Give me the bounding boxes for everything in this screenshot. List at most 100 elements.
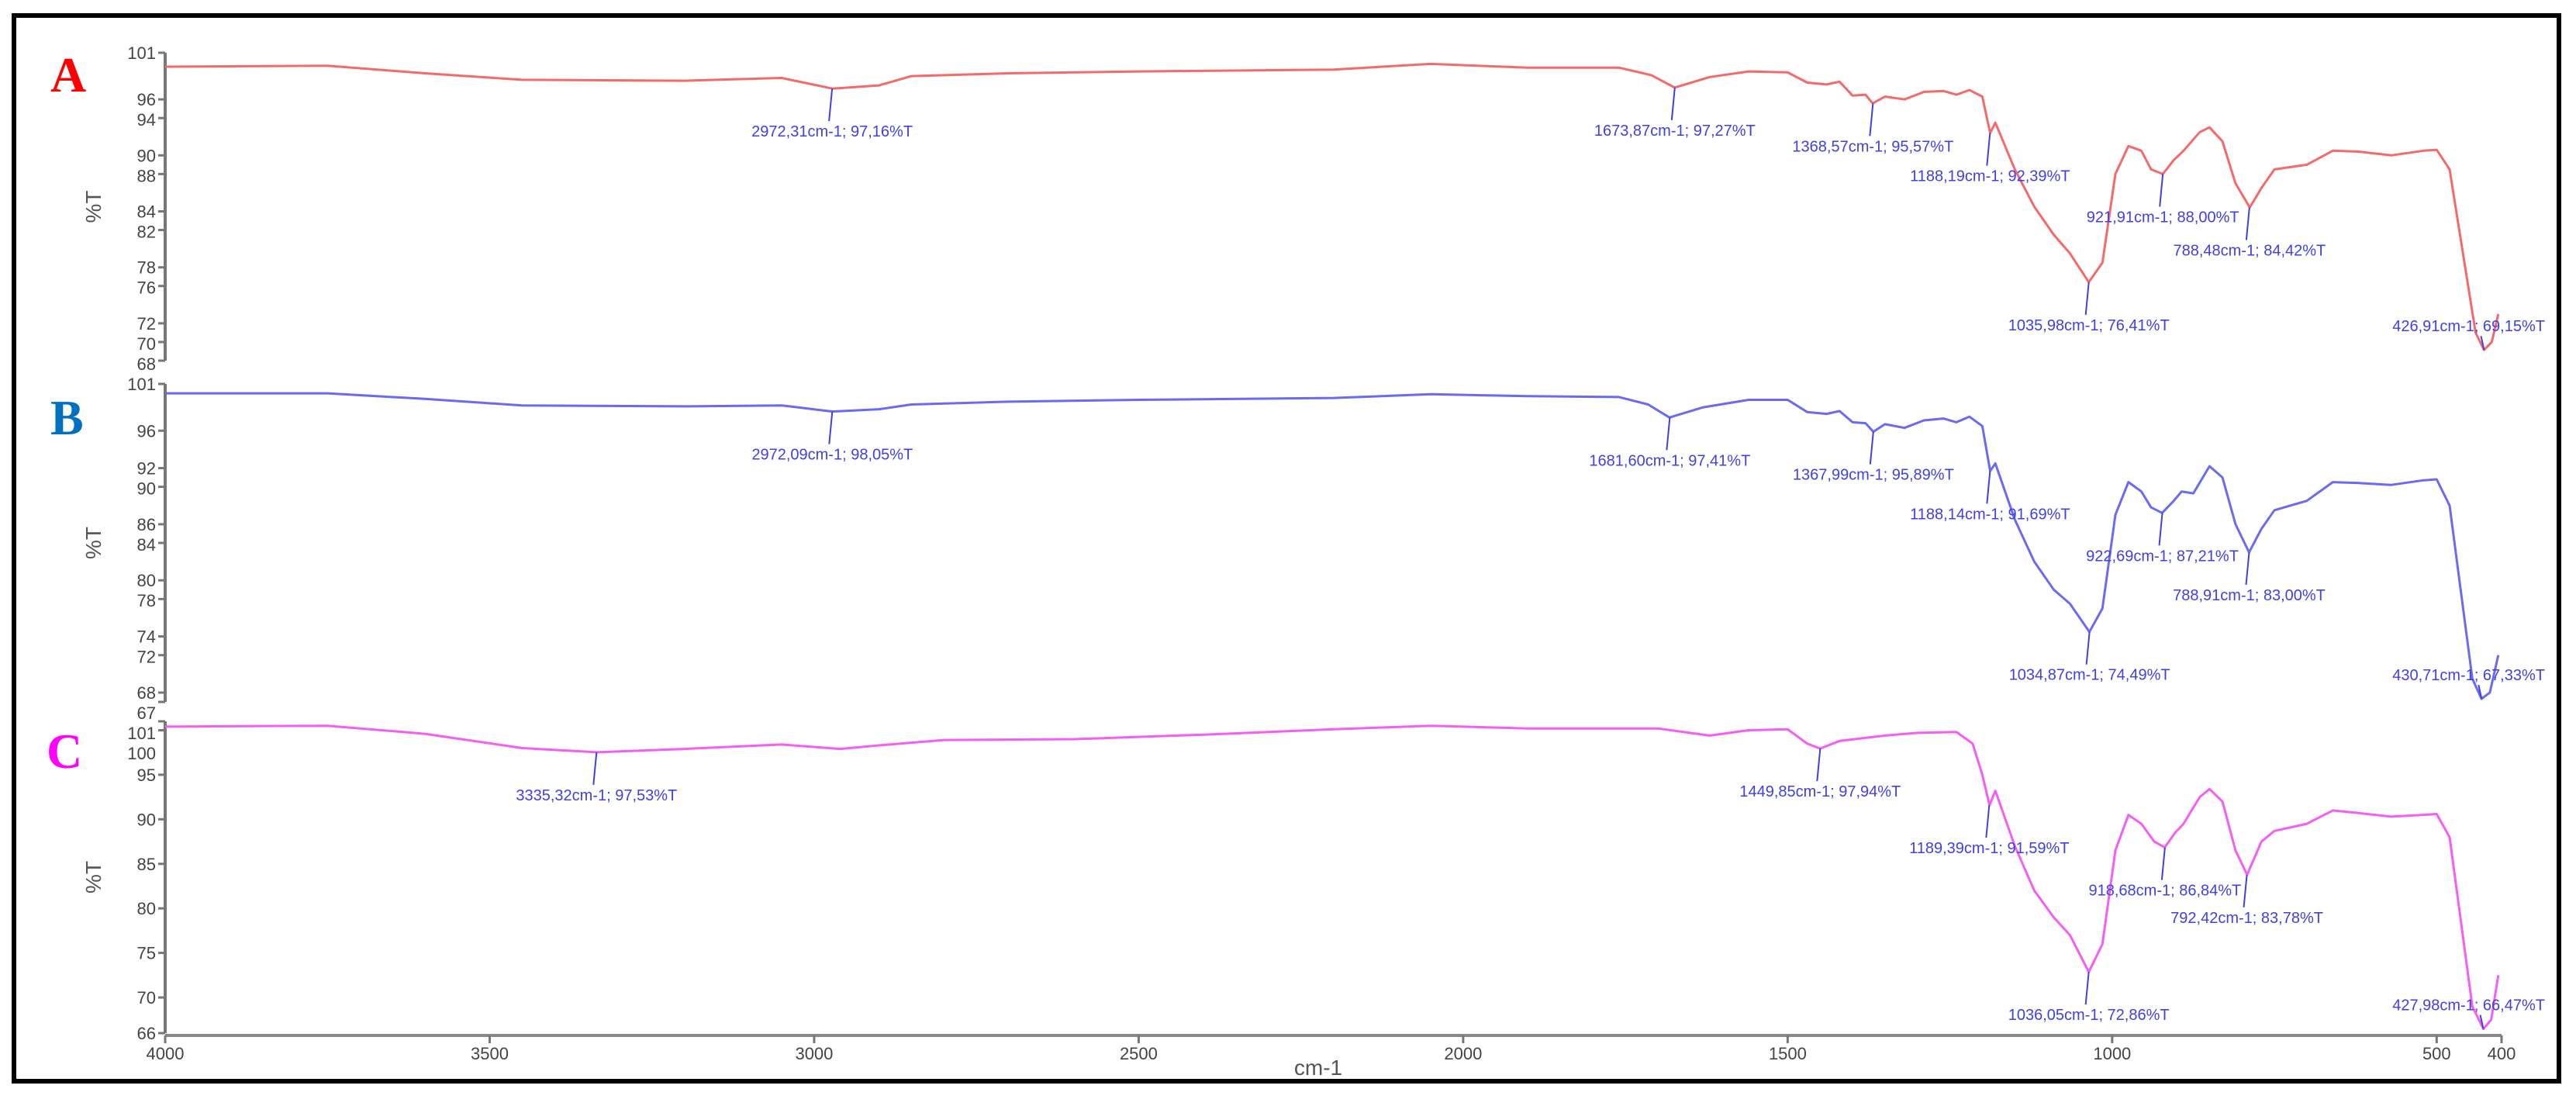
- peak-marker: [1986, 471, 1991, 504]
- peak-marker: [592, 752, 598, 785]
- y-tick-label: 66: [137, 1024, 156, 1043]
- y-tick-label: 80: [137, 571, 156, 590]
- peak-marker: [2479, 1014, 2484, 1029]
- peak-marker: [1986, 133, 1991, 166]
- y-tick-label: 67: [137, 703, 156, 723]
- peak-label: 2972,31cm-1; 97,16%T: [751, 123, 913, 140]
- peak-label: 1188,19cm-1; 92,39%T: [1910, 168, 2070, 185]
- y-tick-label: 84: [137, 202, 156, 222]
- peak-marker: [1816, 748, 1822, 782]
- x-tick-label: 1500: [1769, 1044, 1807, 1063]
- y-tick-label: 101: [127, 375, 156, 394]
- y-tick-label: 84: [137, 535, 156, 555]
- peak-label: 921,91cm-1; 88,00%T: [2087, 209, 2239, 226]
- y-tick-label: 86: [137, 515, 156, 534]
- peak-marker: [2245, 551, 2250, 586]
- y-tick-label: 78: [137, 258, 156, 278]
- x-tick-label: 3000: [795, 1044, 833, 1063]
- y-tick-label: 96: [137, 421, 156, 441]
- y-tick-label: 96: [137, 90, 156, 109]
- x-tick-label: 500: [2422, 1044, 2451, 1063]
- y-tick-label: 100: [127, 744, 156, 763]
- x-tick-label: 400: [2488, 1044, 2516, 1063]
- spectrum-line-b: [165, 392, 2500, 700]
- y-tick-label: 85: [137, 855, 156, 874]
- y-tick-label: 80: [137, 899, 156, 918]
- peak-marker: [1869, 431, 1874, 465]
- y-tick-label: 74: [137, 627, 156, 647]
- y-tick-label: 75: [137, 944, 156, 963]
- peak-marker: [828, 411, 834, 444]
- y-tick-label: 72: [137, 648, 156, 667]
- y-tick-label: 70: [137, 988, 156, 1008]
- peak-label: 918,68cm-1; 86,84%T: [2089, 883, 2242, 900]
- y-axis-label: %T: [81, 527, 105, 559]
- y-tick-label: 90: [137, 479, 156, 499]
- peak-marker: [1869, 103, 1874, 137]
- peak-label: 1034,87cm-1; 74,49%T: [2009, 667, 2170, 684]
- y-tick-label: 82: [137, 223, 156, 242]
- y-tick-label: 94: [137, 110, 156, 130]
- peak-label: 426,91cm-1; 69,15%T: [2392, 318, 2545, 335]
- peak-label: 1367,99cm-1; 95,89%T: [1793, 467, 1954, 484]
- peak-marker: [2158, 513, 2163, 546]
- peak-marker: [1985, 804, 1991, 838]
- y-tick-label: 95: [137, 766, 156, 785]
- x-tick-label: 4000: [147, 1044, 185, 1063]
- x-axis-label: cm-1: [1294, 1056, 1342, 1080]
- y-axis-label: %T: [81, 861, 105, 894]
- spectrum-line-a: [164, 62, 2500, 351]
- x-tick-label: 3500: [471, 1044, 509, 1063]
- peak-label: 1681,60cm-1; 97,41%T: [1589, 452, 1750, 469]
- y-tick-label: 78: [137, 591, 156, 610]
- peak-label: 922,69cm-1; 87,21%T: [2086, 548, 2239, 565]
- y-axis-label: %T: [81, 191, 105, 223]
- x-tick-label: 2500: [1120, 1044, 1158, 1063]
- peak-marker: [2160, 847, 2166, 880]
- spectrum-panels: A%T10196949088848278767270682972,31cm-1;…: [47, 43, 2545, 1043]
- y-tick-label: 90: [137, 810, 156, 829]
- peak-marker: [2480, 335, 2485, 351]
- peak-label: 1036,05cm-1; 72,86%T: [2008, 1007, 2170, 1024]
- y-tick-label: 76: [137, 278, 156, 298]
- peak-marker: [2159, 174, 2164, 207]
- panel-letter: C: [47, 724, 82, 779]
- peak-marker: [828, 88, 834, 122]
- x-axis-ticks: 4000 3500 3000 2500 2000 1500 1000 500 400: [147, 1035, 2516, 1063]
- figure-border: [12, 13, 2561, 1084]
- peak-marker: [2478, 684, 2483, 700]
- peak-label: 788,48cm-1; 84,42%T: [2173, 242, 2326, 259]
- peak-marker: [2243, 874, 2248, 907]
- peak-marker: [1670, 87, 1676, 120]
- peak-label: 430,71cm-1; 67,33%T: [2392, 667, 2545, 684]
- peak-label: 1368,57cm-1; 95,57%T: [1792, 138, 1953, 155]
- peak-label: 788,91cm-1; 83,00%T: [2173, 587, 2326, 604]
- spectrum-line-c: [164, 724, 2500, 1031]
- x-tick-label: 1000: [2093, 1044, 2131, 1063]
- peak-label: 792,42cm-1; 83,78%T: [2170, 910, 2323, 927]
- peak-marker: [1666, 417, 1671, 451]
- peak-marker: [2084, 972, 2090, 1005]
- peak-label: 1449,85cm-1; 97,94%T: [1739, 783, 1901, 800]
- y-tick-label: 92: [137, 459, 156, 479]
- peak-marker: [2084, 282, 2090, 315]
- peak-marker: [2085, 631, 2091, 665]
- peak-label: 1035,98cm-1; 76,41%T: [2008, 317, 2170, 334]
- y-tick-label: 68: [137, 683, 156, 703]
- panel-letter: B: [50, 390, 84, 445]
- y-tick-label: 68: [137, 354, 156, 374]
- x-tick-label: 2000: [1444, 1044, 1482, 1063]
- y-tick-label: 101: [127, 43, 156, 63]
- y-tick-label: 88: [137, 166, 156, 185]
- peak-label: 2972,09cm-1; 98,05%T: [751, 447, 913, 464]
- panel-letter: A: [50, 47, 86, 102]
- peak-marker: [2245, 207, 2250, 240]
- peak-label: 427,98cm-1; 66,47%T: [2392, 997, 2545, 1014]
- y-tick-label: 101: [127, 724, 156, 743]
- y-tick-label: 72: [137, 314, 156, 334]
- peak-label: 1189,39cm-1; 91,59%T: [1909, 840, 2069, 857]
